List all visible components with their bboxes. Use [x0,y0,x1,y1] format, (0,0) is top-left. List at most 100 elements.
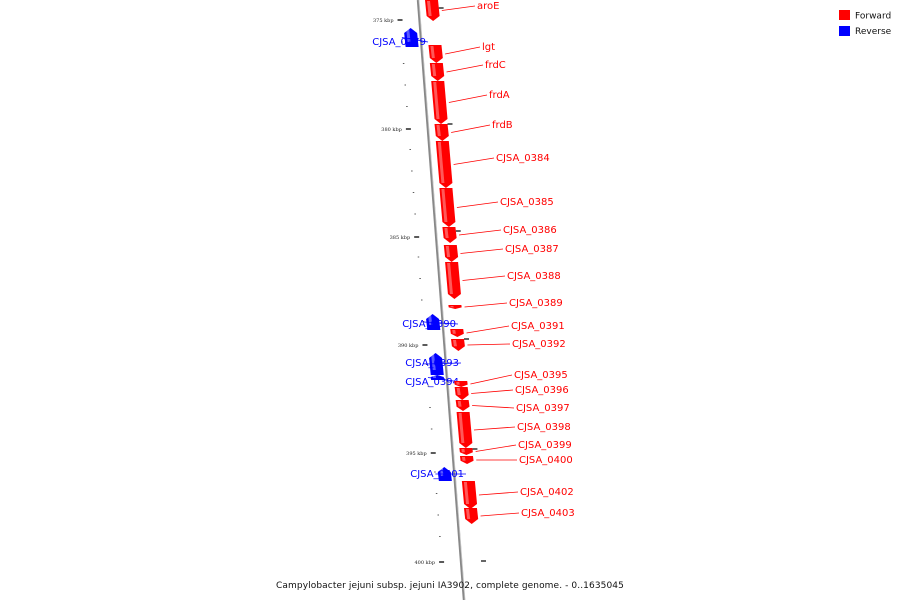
gene-cjsa-0399[interactable]: CJSA_0399 [459,440,572,455]
gene-cjsa-0379[interactable]: CJSA_0379 [372,28,429,48]
gene-label[interactable]: CJSA_0388 [507,271,561,282]
gene-cjsa-0389[interactable]: CJSA_0389 [448,298,563,309]
gene-arrow[interactable] [431,81,448,124]
gene-label[interactable]: CJSA_0403 [521,508,575,519]
gene-cjsa-0385[interactable]: CJSA_0385 [439,188,554,227]
legend-reverse-label: Reverse [855,27,892,37]
tick-label: 390 kbp [398,343,419,349]
gene-cjsa-0392[interactable]: CJSA_0392 [450,339,566,351]
gene-arrow[interactable] [428,45,443,63]
genome-backbone [416,0,466,600]
gene-label[interactable]: lgt [482,42,495,53]
gene-arrow[interactable] [448,305,462,309]
gene-leader-line [446,64,484,73]
gene-arrow[interactable] [454,387,469,400]
gene-cjsa-0390[interactable]: CJSA_0390 [402,314,459,330]
gene-arrow[interactable] [459,448,473,455]
gene-arrow[interactable] [443,245,459,262]
gene-leader-line [456,201,499,208]
gene-label[interactable]: frdA [489,90,510,101]
gene-cjsa-0403[interactable]: CJSA_0403 [463,508,575,524]
legend-forward-swatch [839,10,850,20]
gene-arrow[interactable] [456,412,473,448]
gene-frda[interactable]: frdA [431,81,510,124]
gene-arrow[interactable] [461,481,478,509]
gene-arrow[interactable] [442,227,457,243]
gene-leader-line [464,302,508,308]
gene-label[interactable]: CJSA_0387 [505,244,559,255]
gene-cjsa-0393[interactable]: CJSA_0393 [405,353,462,375]
gene-highlight [427,1,432,16]
gene-leader-line [466,325,510,334]
gene-leader-line [441,5,476,11]
strand-legend: Forward Reverse [839,10,892,37]
gene-label[interactable]: frdB [492,120,513,131]
gene-cjsa-0400[interactable]: CJSA_0400 [459,455,573,466]
gene-cjsa-0394[interactable]: CJSA_0394 [405,375,462,388]
gene-label[interactable]: CJSA_0384 [496,153,550,164]
gene-cjsa-0384[interactable]: CJSA_0384 [435,141,550,188]
gene-label[interactable]: CJSA_0390 [402,319,456,330]
gene-label[interactable]: CJSA_0379 [372,37,426,48]
gene-arrow[interactable] [459,456,474,464]
gene-frdb[interactable]: frdB [434,120,513,141]
gene-highlight [433,82,440,119]
gene-arrow[interactable] [450,329,464,337]
gene-arrow[interactable] [404,28,419,47]
tick-label: 375 kbp [373,18,394,24]
gene-highlight [452,340,457,347]
gene-label[interactable]: CJSA_0386 [503,225,557,236]
gene-arrow[interactable] [445,262,461,299]
gene-frdc[interactable]: frdC [429,60,506,81]
gene-label[interactable]: CJSA_0400 [519,455,573,466]
gene-arrow[interactable] [434,124,449,141]
gene-cjsa-0396[interactable]: CJSA_0396 [454,385,569,400]
gene-cjsa-0398[interactable]: CJSA_0398 [456,412,571,448]
gene-cjsa-0402[interactable]: CJSA_0402 [461,481,574,509]
gene-highlight [463,482,470,504]
gene-arrow[interactable] [430,375,445,380]
gene-highlight [431,354,436,370]
gene-label[interactable]: CJSA_0385 [500,197,554,208]
gene-arrow[interactable] [439,188,456,227]
gene-label[interactable]: frdC [485,60,506,71]
gene-label[interactable]: CJSA_0394 [405,377,459,388]
gene-highlight [432,376,437,378]
gene-label[interactable]: CJSA_0395 [514,370,568,381]
gene-label[interactable]: CJSA_0392 [512,339,566,350]
gene-arrow[interactable] [425,0,440,21]
gene-cjsa-0387[interactable]: CJSA_0387 [443,244,559,262]
gene-highlight [444,228,449,238]
gene-leader-line [467,343,511,346]
gene-label[interactable]: aroE [477,1,499,12]
gene-arrow[interactable] [454,381,468,387]
gene-label[interactable]: CJSA_0397 [516,403,570,414]
genome-caption: Campylobacter jejuni subsp. jejuni IA390… [276,581,624,591]
gene-arrow[interactable] [426,314,441,330]
gene-cjsa-0395[interactable]: CJSA_0395 [454,370,568,387]
gene-cjsa-0401[interactable]: CJSA_0401 [410,467,466,481]
gene-cjsa-0386[interactable]: CJSA_0386 [442,225,557,243]
gene-label[interactable]: CJSA_0393 [405,358,459,369]
gene-cjsa-0388[interactable]: CJSA_0388 [445,262,561,299]
gene-aroe[interactable]: aroE [425,0,499,21]
gene-lgt[interactable]: lgt [428,42,495,63]
gene-label[interactable]: CJSA_0402 [520,487,574,498]
gene-highlight [456,382,460,385]
gene-highlight [437,142,445,183]
gene-highlight [461,457,466,461]
gene-arrow[interactable] [450,339,465,351]
gene-label[interactable]: CJSA_0389 [509,298,563,309]
gene-label[interactable]: CJSA_0391 [511,321,565,332]
gene-arrow[interactable] [435,141,453,188]
gene-arrow[interactable] [429,63,445,81]
gene-cjsa-0397[interactable]: CJSA_0397 [455,400,570,414]
gene-label[interactable]: CJSA_0401 [410,469,464,480]
gene-label[interactable]: CJSA_0398 [517,422,571,433]
gene-arrow[interactable] [463,508,479,524]
gene-label[interactable]: CJSA_0396 [515,385,569,396]
gene-label[interactable]: CJSA_0399 [518,440,572,451]
gene-cjsa-0391[interactable]: CJSA_0391 [450,321,565,337]
gene-arrow[interactable] [455,400,470,411]
